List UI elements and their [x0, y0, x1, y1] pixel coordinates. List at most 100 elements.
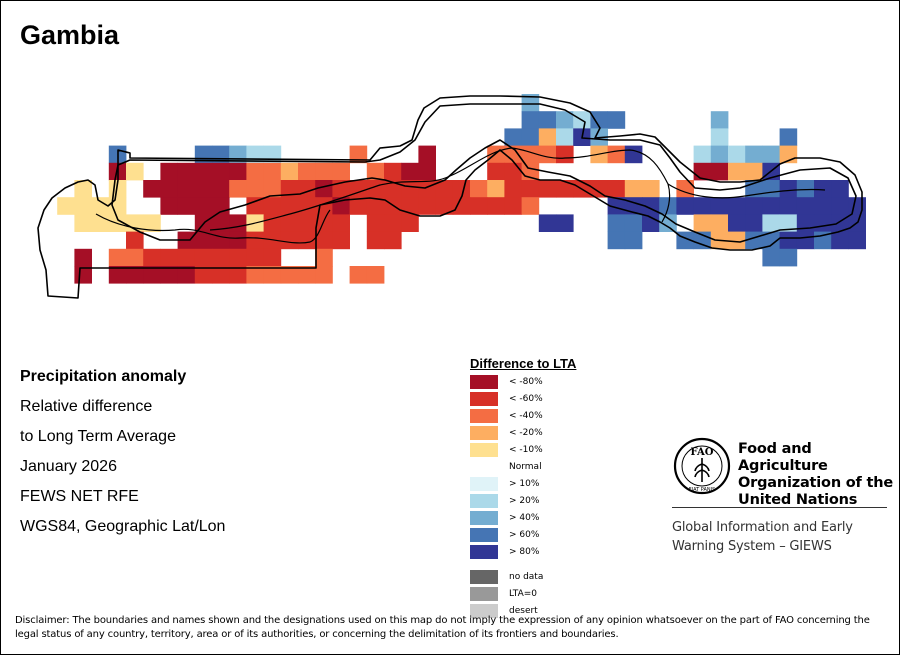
anomaly-cell — [521, 145, 540, 164]
anomaly-cell — [332, 162, 350, 181]
anomaly-cell — [831, 180, 849, 198]
anomaly-cell — [349, 145, 368, 164]
legend-label: < -40% — [509, 411, 543, 421]
anomaly-cell — [194, 197, 213, 215]
legend-swatch — [470, 494, 498, 508]
anomaly-cell — [762, 197, 780, 215]
info-line: Relative difference — [20, 398, 153, 415]
anomaly-cell — [607, 197, 626, 215]
gambia-outline — [37, 95, 863, 299]
anomaly-cell — [212, 180, 230, 198]
anomaly-cell — [814, 197, 832, 215]
anomaly-cell — [521, 180, 540, 198]
legend-label: > 10% — [509, 479, 540, 489]
anomaly-cell — [315, 266, 333, 284]
legend-item: LTA=0 — [470, 587, 576, 604]
anomaly-cell — [728, 197, 746, 215]
anomaly-cell — [246, 266, 264, 284]
legend-swatch — [470, 587, 498, 601]
legend-label: < -60% — [509, 394, 543, 404]
anomaly-cell — [435, 197, 454, 215]
anomaly-cell — [57, 197, 75, 215]
anomaly-cell — [298, 180, 316, 198]
legend-item: > 20% — [470, 494, 576, 511]
anomaly-cell — [418, 197, 436, 215]
anomaly-cell — [263, 266, 282, 284]
anomaly-cell — [298, 266, 316, 284]
fao-name-line: Organization of the — [738, 475, 893, 491]
anomaly-cell — [796, 231, 815, 250]
anomaly-cell — [401, 214, 419, 232]
anomaly-cell — [366, 197, 385, 215]
anomaly-cell — [779, 180, 798, 198]
anomaly-cell — [212, 266, 230, 284]
anomaly-cell — [745, 162, 763, 181]
anomaly-cell — [160, 162, 178, 181]
anomaly-cell — [332, 231, 350, 250]
legend-swatch — [470, 477, 498, 491]
anomaly-cell — [298, 162, 316, 181]
anomaly-cell — [194, 180, 213, 198]
anomaly-cell — [556, 145, 574, 164]
anomaly-cell — [762, 214, 780, 232]
anomaly-cell — [366, 231, 385, 250]
anomaly-cell — [607, 111, 626, 129]
anomaly-cell — [814, 180, 832, 198]
anomaly-cell — [779, 214, 798, 232]
anomaly-grid — [57, 94, 866, 284]
anomaly-cell — [848, 231, 866, 250]
anomaly-cell — [848, 197, 866, 215]
anomaly-cell — [728, 145, 746, 164]
fao-organization-name: Food and Agriculture Organization of the… — [738, 441, 900, 509]
anomaly-cell — [229, 231, 247, 250]
info-line: WGS84, Geographic Lat/Lon — [20, 518, 226, 535]
legend-label: > 80% — [509, 547, 540, 557]
anomaly-cell — [521, 94, 540, 112]
anomaly-cell — [470, 180, 488, 198]
disclaimer: Disclaimer: The boundaries and names sho… — [15, 615, 870, 640]
anomaly-cell — [418, 180, 436, 198]
anomaly-cell — [418, 162, 436, 181]
anomaly-cell — [710, 128, 729, 146]
anomaly-cell — [728, 231, 746, 250]
anomaly-cell — [263, 180, 282, 198]
anomaly-cell — [504, 162, 522, 181]
river-gambia — [95, 147, 826, 244]
fao-logo-text: FAO — [691, 447, 714, 458]
anomaly-cell — [624, 180, 643, 198]
anomaly-cell — [487, 162, 505, 181]
legend-label: Normal — [509, 462, 542, 472]
anomaly-cell — [74, 248, 92, 267]
anomaly-cell — [315, 248, 333, 267]
anomaly-cell — [710, 197, 729, 215]
anomaly-cell — [229, 214, 247, 232]
anomaly-cell — [143, 214, 161, 232]
anomaly-cell — [160, 266, 178, 284]
anomaly-cell — [212, 248, 230, 267]
anomaly-cell — [74, 180, 92, 198]
anomaly-cell — [762, 231, 780, 250]
country-boundary — [37, 95, 863, 299]
anomaly-cell — [246, 248, 264, 267]
anomaly-cell — [435, 180, 454, 198]
anomaly-cell — [349, 266, 368, 284]
anomaly-cell — [160, 180, 178, 198]
info-line: to Long Term Average — [20, 428, 176, 445]
anomaly-cell — [177, 180, 196, 198]
anomaly-cell — [315, 214, 333, 232]
anomaly-cell — [315, 180, 333, 198]
anomaly-cell — [779, 248, 798, 267]
anomaly-cell — [263, 162, 282, 181]
legend-title: Difference to LTA — [470, 356, 577, 371]
anomaly-cell — [452, 197, 471, 215]
anomaly-cell — [607, 231, 626, 250]
anomaly-cell — [74, 197, 92, 215]
anomaly-cell — [470, 197, 488, 215]
anomaly-cell — [710, 111, 729, 129]
gambia-inner-boundary — [111, 103, 857, 243]
anomaly-cell — [280, 197, 299, 215]
legend-swatch — [470, 375, 498, 389]
legend-item: > 40% — [470, 511, 576, 528]
anomaly-cell — [194, 266, 213, 284]
anomaly-cell — [246, 180, 264, 198]
